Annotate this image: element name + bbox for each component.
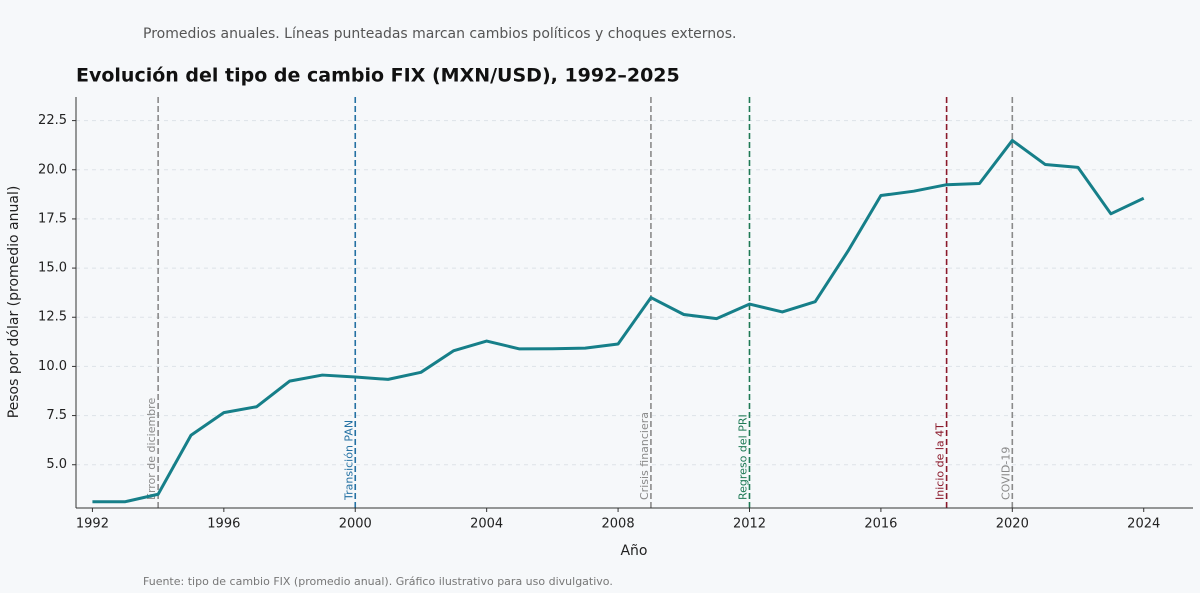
chart-subtitle: Promedios anuales. Líneas punteadas marc… bbox=[143, 26, 737, 42]
x-tick-label: 1992 bbox=[76, 517, 109, 532]
x-tick-label: 2024 bbox=[1127, 517, 1160, 532]
y-tick-label: 17.5 bbox=[38, 211, 67, 226]
y-tick-label: 22.5 bbox=[38, 113, 67, 128]
x-tick-label: 2012 bbox=[733, 517, 766, 532]
event-label: Regreso del PRI bbox=[736, 414, 749, 500]
source-note: Fuente: tipo de cambio FIX (promedio anu… bbox=[143, 575, 613, 588]
y-tick-label: 12.5 bbox=[38, 310, 67, 325]
chart-title: Evolución del tipo de cambio FIX (MXN/US… bbox=[76, 65, 680, 87]
event-label: COVID-19 bbox=[999, 447, 1012, 500]
event-label: Crisis financiera bbox=[638, 412, 651, 500]
event-label: Transición PAN bbox=[342, 420, 355, 501]
y-tick-label: 20.0 bbox=[38, 162, 67, 177]
y-tick-label: 5.0 bbox=[46, 457, 67, 472]
x-tick-label: 2020 bbox=[996, 517, 1029, 532]
series-line bbox=[92, 138, 1145, 504]
y-axis-label: Pesos por dólar (promedio anual) bbox=[6, 186, 22, 419]
y-tick-label: 15.0 bbox=[38, 261, 67, 276]
x-tick-label: 1996 bbox=[207, 517, 240, 532]
x-tick-label: 2008 bbox=[602, 517, 635, 532]
y-tick-label: 10.0 bbox=[38, 359, 67, 374]
x-tick-label: 2000 bbox=[339, 517, 372, 532]
x-tick-label: 2016 bbox=[864, 517, 897, 532]
x-axis-label: Año bbox=[620, 543, 647, 559]
event-label: Error de diciembre bbox=[145, 398, 158, 500]
event-label: Inicio de la 4T bbox=[934, 423, 947, 500]
y-tick-label: 7.5 bbox=[46, 408, 67, 423]
x-tick-label: 2004 bbox=[470, 517, 503, 532]
